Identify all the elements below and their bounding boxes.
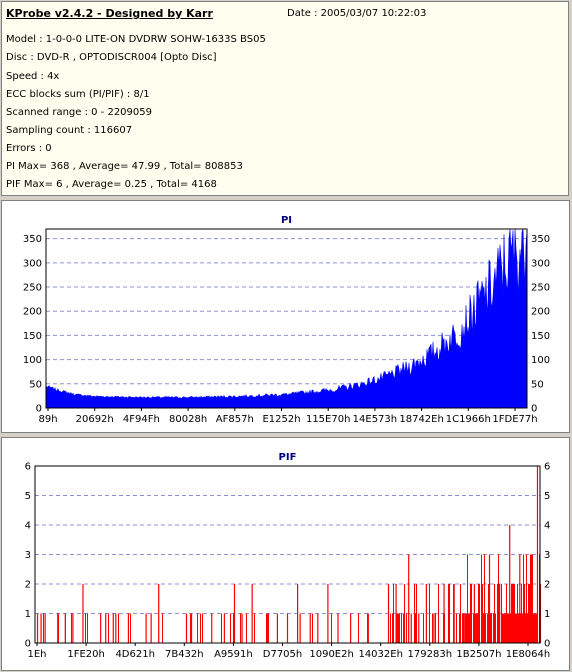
y-tick-label-right: 200: [531, 307, 550, 318]
y-tick-label-right: 50: [531, 379, 544, 390]
info-model: Model : 1-0-0-0 LITE-ON DVDRW SOHW-1633S…: [6, 34, 266, 45]
y-tick-label-right: 0: [531, 404, 537, 415]
x-tick-label: 1Eh: [27, 649, 46, 660]
y-tick-label-right: 5: [544, 491, 550, 502]
y-tick-label-left: 4: [25, 521, 31, 532]
chart-title: PIF: [279, 452, 297, 463]
y-tick-label-right: 0: [544, 639, 550, 650]
app-title: KProbe v2.4.2 - Designed by Karr: [6, 7, 213, 20]
y-tick-label-left: 100: [23, 355, 42, 366]
y-tick-label-left: 3: [25, 550, 31, 561]
y-tick-label-left: 5: [25, 491, 31, 502]
x-tick-label: 4D621h: [115, 649, 155, 660]
y-tick-label-right: 100: [531, 355, 550, 366]
x-tick-label: D7705h: [263, 649, 303, 660]
pif-chart: PIF 0 0 1 1 2 2 3 3 4 4 5 5 6 6 1Eh 1FE20h 4D621h 7B432h A9…: [25, 452, 551, 660]
x-tick-label: 4F94Fh: [123, 414, 160, 425]
x-tick-label: 115E70h: [306, 414, 350, 425]
info-pif-stats: PIF Max= 6 , Average= 0.25 , Total= 4168: [6, 179, 217, 190]
info-panel: KProbe v2.4.2 - Designed by Karr Date : …: [1, 1, 569, 196]
y-tick-label-left: 0: [25, 639, 31, 650]
y-tick-label-left: 0: [36, 404, 42, 415]
x-tick-label: A9591h: [214, 649, 253, 660]
x-tick-label: 80028h: [169, 414, 207, 425]
x-tick-label: 1B2507h: [456, 649, 501, 660]
y-tick-label-right: 6: [544, 462, 550, 473]
y-tick-label-left: 6: [25, 462, 31, 473]
y-tick-label-left: 350: [23, 234, 42, 245]
y-tick-label-right: 4: [544, 521, 550, 532]
y-tick-label-left: 300: [23, 258, 42, 269]
x-tick-label: 18742Eh: [399, 414, 443, 425]
x-tick-label: 1E8064h: [506, 649, 550, 660]
y-tick-label-right: 250: [531, 283, 550, 294]
y-tick-label-right: 300: [531, 258, 550, 269]
info-speed: Speed : 4x: [6, 71, 60, 82]
pi-chart-panel: PI 0 0 50 50 100 100 150 150 200 200 250 250 300 300 35…: [1, 200, 570, 433]
plot-border: [34, 465, 541, 644]
pi-series-area: [45, 228, 528, 409]
scan-date: Date : 2005/03/07 10:22:03: [287, 8, 427, 19]
y-tick-label-right: 350: [531, 234, 550, 245]
x-tick-label: 1090E2h: [309, 649, 353, 660]
x-tick-label: 89h: [38, 414, 57, 425]
x-tick-label: 1FDE77h: [492, 414, 537, 425]
chart-title: PI: [281, 215, 292, 226]
pi-chart: PI 0 0 50 50 100 100 150 150 200 200 250 250 300 300 35…: [23, 215, 550, 425]
y-tick-label-right: 3: [544, 550, 550, 561]
y-tick-label-right: 1: [544, 609, 550, 620]
x-tick-label: E1252h: [262, 414, 300, 425]
info-sampling: Sampling count : 116607: [6, 125, 133, 136]
x-tick-label: 14032Eh: [358, 649, 402, 660]
pif-chart-panel: PIF 0 0 1 1 2 2 3 3 4 4 5 5 6 6 1Eh 1FE20h 4D621h 7B432h A9…: [1, 437, 570, 671]
info-ecc: ECC blocks sum (PI/PIF) : 8/1: [6, 89, 150, 100]
y-tick-label-right: 150: [531, 331, 550, 342]
x-tick-label: 1C1966h: [446, 414, 491, 425]
info-range: Scanned range : 0 - 2209059: [6, 107, 152, 118]
y-tick-label-left: 50: [29, 379, 42, 390]
x-tick-label: 7B432h: [165, 649, 204, 660]
x-tick-label: 179283h: [408, 649, 453, 660]
pif-series: [36, 466, 541, 643]
x-tick-label: AF857h: [216, 414, 254, 425]
x-tick-label: 1FE20h: [67, 649, 105, 660]
y-tick-label-left: 2: [25, 580, 31, 591]
x-tick-label: 20692h: [76, 414, 114, 425]
info-pi-stats: PI Max= 368 , Average= 47.99 , Total= 80…: [6, 161, 243, 172]
y-tick-label-left: 200: [23, 307, 42, 318]
plot-border: [45, 228, 528, 409]
y-tick-label-left: 150: [23, 331, 42, 342]
x-tick-label: 14E573h: [353, 414, 397, 425]
y-tick-label-right: 2: [544, 580, 550, 591]
y-tick-label-left: 1: [25, 609, 31, 620]
y-tick-label-left: 250: [23, 283, 42, 294]
info-disc: Disc : DVD-R , OPTODISCR004 [Opto Disc]: [6, 52, 217, 63]
info-errors: Errors : 0: [6, 143, 52, 154]
